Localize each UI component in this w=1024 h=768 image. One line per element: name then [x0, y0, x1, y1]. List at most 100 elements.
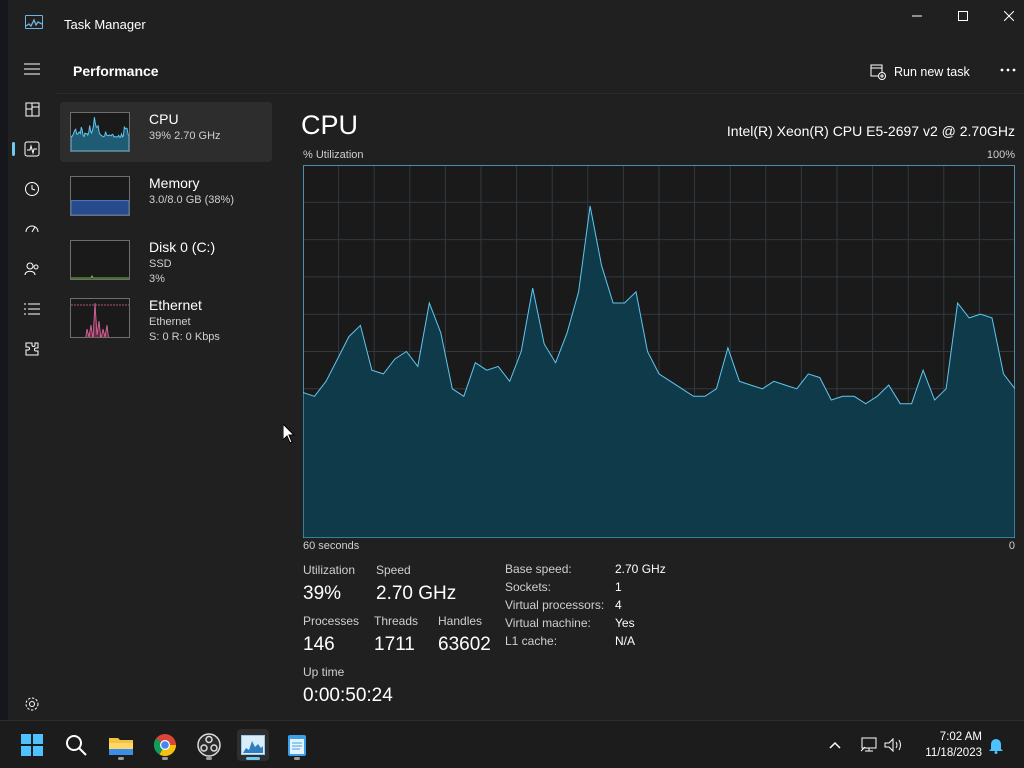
stat-uptime: Up time 0:00:50:24: [303, 665, 393, 707]
detail-key: L1 cache:: [505, 634, 558, 648]
chrome-button[interactable]: [149, 729, 181, 761]
y-axis-max-label: 100%: [986, 149, 1015, 161]
stat-speed: Speed 2.70 GHz: [376, 563, 456, 605]
settings-button[interactable]: [24, 696, 42, 714]
app-history-icon: [25, 182, 39, 196]
clock-date: 11/18/2023: [925, 747, 982, 759]
nav-app-history[interactable]: [20, 177, 44, 201]
detail-key: Virtual processors:: [505, 598, 605, 612]
resource-name: CPU: [149, 111, 179, 127]
nav-processes[interactable]: [20, 97, 44, 121]
nav-performance[interactable]: [12, 137, 44, 161]
nav-startup-apps[interactable]: [20, 217, 44, 241]
detail-value: N/A: [615, 634, 636, 648]
detail-key: Base speed:: [505, 562, 572, 576]
file-explorer-icon: [109, 738, 133, 755]
details-icon: [24, 303, 40, 315]
cpu-details-table: Base speed: 2.70 GHz Sockets: 1 Virtual pr…: [505, 562, 666, 652]
stat-label: Handles: [438, 614, 483, 628]
stat-label: Utilization: [303, 563, 356, 577]
clock-time: 7:02 AM: [939, 731, 982, 743]
task-manager-taskbar-button[interactable]: [237, 729, 269, 761]
maximize-button[interactable]: [940, 0, 986, 32]
resource-detail-2: S: 0 R: 0 Kbps: [149, 331, 220, 343]
minimize-icon: [912, 15, 922, 17]
notifications-button[interactable]: [988, 721, 1004, 768]
cpu-utilization-graph: [303, 165, 1015, 538]
resource-item-ethernet[interactable]: Ethernet Ethernet S: 0 R: 0 Kbps: [60, 294, 272, 354]
network-button[interactable]: [860, 721, 878, 768]
performance-icon: [24, 141, 40, 157]
resource-item-disk[interactable]: Disk 0 (C:) SSD 3%: [60, 230, 272, 290]
resource-detail: 39% 2.70 GHz: [149, 130, 221, 142]
resource-item-cpu[interactable]: CPU 39% 2.70 GHz: [60, 102, 272, 162]
obs-button[interactable]: [193, 729, 225, 761]
minimize-button[interactable]: [894, 0, 940, 32]
mouse-cursor: [283, 424, 295, 444]
x-axis-left-label: 60 seconds: [303, 540, 360, 552]
file-explorer-button[interactable]: [105, 729, 137, 761]
processes-icon: [25, 102, 39, 116]
volume-icon: [884, 737, 901, 753]
resource-list: CPU 39% 2.70 GHz Memory 3.0/8.0 GB (38%)…: [60, 102, 272, 358]
close-button[interactable]: [986, 0, 1024, 32]
y-axis-label: % Utilization: [303, 149, 364, 161]
task-manager-icon: [241, 735, 265, 755]
stat-processes: Processes 146: [303, 614, 359, 656]
detail-row: Virtual processors: 4: [505, 598, 666, 616]
running-indicator: [294, 757, 300, 760]
start-icon: [21, 734, 43, 756]
notification-bell-icon: [989, 739, 1003, 754]
stat-value: 39%: [303, 583, 342, 604]
title-bar[interactable]: Task Manager: [8, 0, 1024, 48]
run-new-task-label: Run new task: [894, 65, 970, 79]
volume-button[interactable]: [884, 721, 904, 768]
active-indicator: [246, 757, 260, 760]
x-axis-right-label: 0: [1008, 540, 1015, 552]
nav-details[interactable]: [20, 297, 44, 321]
show-hidden-icons-icon: [829, 741, 841, 749]
stat-label: Up time: [303, 665, 345, 679]
start-button[interactable]: [16, 729, 48, 761]
close-icon: [1004, 11, 1014, 21]
cpu-thumbnail-graph: [70, 112, 130, 152]
detail-row: L1 cache: N/A: [505, 634, 666, 652]
ethernet-thumbnail-graph: [70, 298, 130, 338]
cpu-model-name: Intel(R) Xeon(R) CPU E5-2697 v2 @ 2.70GH…: [726, 123, 1015, 139]
stat-value: 2.70 GHz: [376, 583, 457, 604]
detail-value: 1: [615, 580, 622, 594]
cpu-utilization-area: [303, 205, 1015, 538]
taskbar: 7:02 AM 11/18/2023: [0, 720, 1024, 768]
detail-value: Yes: [615, 616, 635, 630]
resource-item-memory[interactable]: Memory 3.0/8.0 GB (38%): [60, 166, 272, 226]
stat-label: Speed: [376, 563, 411, 577]
settings-gear-icon: [25, 697, 39, 711]
stat-value: 146: [303, 634, 335, 655]
search-icon: [66, 735, 87, 756]
hamburger-menu-button[interactable]: [20, 57, 44, 81]
running-indicator: [162, 757, 168, 760]
search-button[interactable]: [60, 729, 92, 761]
nav-services[interactable]: [20, 337, 44, 361]
detail-value: 4: [615, 598, 622, 612]
notepad-button[interactable]: [281, 729, 313, 761]
show-hidden-icons-button[interactable]: [828, 721, 842, 768]
running-indicator: [206, 757, 212, 760]
more-options-button[interactable]: [996, 58, 1020, 82]
page-header: Performance Run new task: [56, 48, 1024, 94]
task-manager-window: Task Manager: [8, 0, 1024, 720]
run-new-task-button[interactable]: Run new task: [870, 61, 970, 83]
stat-utilization: Utilization 39%: [303, 563, 355, 605]
detail-key: Sockets:: [505, 580, 552, 594]
stat-label: Threads: [374, 614, 419, 628]
startup-apps-icon: [25, 225, 39, 233]
network-icon: [860, 737, 877, 752]
nav-users[interactable]: [20, 257, 44, 281]
stat-value: 0:00:50:24: [303, 685, 393, 706]
stat-value: 63602: [438, 634, 491, 655]
resource-detail: 3.0/8.0 GB (38%): [149, 194, 234, 206]
system-clock[interactable]: 7:02 AM 11/18/2023: [910, 729, 982, 761]
task-manager-app-icon: [25, 15, 43, 29]
resource-detail: Ethernet: [149, 316, 191, 328]
chrome-icon: [153, 734, 176, 756]
